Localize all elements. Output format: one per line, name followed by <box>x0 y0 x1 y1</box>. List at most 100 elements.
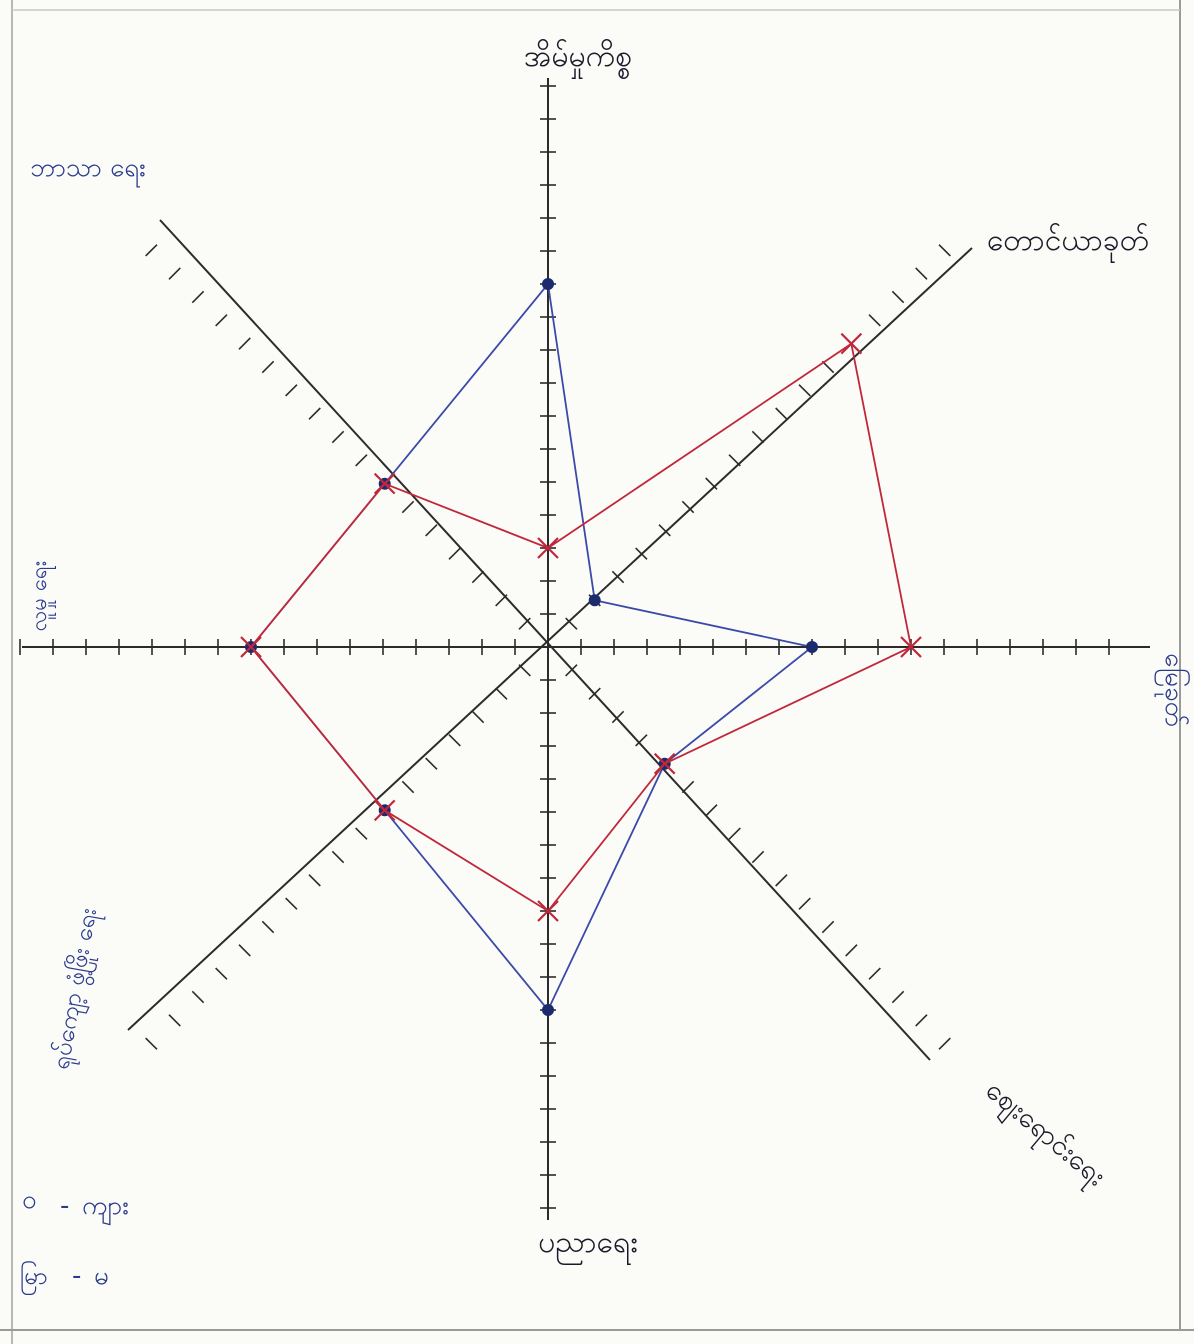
axis-tick <box>308 874 321 887</box>
axis-tick <box>891 290 905 304</box>
axis-label: လူမှု ရေး <box>27 561 56 631</box>
axis-tick <box>728 827 741 840</box>
axes-group <box>22 78 1150 1220</box>
series-point <box>537 900 559 922</box>
axis-tick <box>611 570 625 584</box>
axis-tick <box>775 874 788 887</box>
axis-tick <box>495 687 508 700</box>
axis-tick <box>938 1037 951 1050</box>
axis-tick <box>425 757 438 770</box>
axis-line-2 <box>127 247 973 1031</box>
axis-tick <box>798 897 811 910</box>
axis-label: ပညာရေး <box>538 1225 638 1266</box>
axis-tick <box>331 850 345 864</box>
series-point-stroke <box>653 752 676 775</box>
series-point <box>542 1004 554 1016</box>
axis-tick <box>215 967 228 980</box>
axis-tick <box>751 430 765 444</box>
ticks-group <box>19 85 1110 1209</box>
axis-label: မြေခုတ် <box>1154 653 1192 727</box>
legend-female-dash: - <box>72 1261 81 1291</box>
axis-tick <box>868 314 881 327</box>
axis-tick <box>635 734 648 747</box>
axis-tick <box>868 967 881 980</box>
axis-label: အိမ်မှုကိစ္စ <box>524 39 632 80</box>
axis-tick <box>565 617 578 630</box>
axis-label: တောင်ယာခုတ် <box>987 223 1149 264</box>
axis-tick <box>448 547 461 560</box>
axis-tick <box>635 547 648 560</box>
axis-tick <box>518 664 531 677</box>
axis-tick <box>261 920 275 934</box>
axis-tick <box>238 944 251 957</box>
axis-tick <box>401 500 415 514</box>
axis-line-4 <box>159 219 931 1061</box>
axis-tick <box>938 244 951 257</box>
axis-tick <box>355 454 368 467</box>
axis-tick <box>611 710 625 724</box>
axis-tick <box>798 384 811 397</box>
series-point <box>537 537 559 559</box>
axis-tick <box>821 920 835 934</box>
axis-tick <box>471 710 485 724</box>
axis-tick <box>448 734 461 747</box>
axis-tick <box>681 500 695 514</box>
axis-tick <box>891 990 905 1004</box>
series-point <box>840 332 863 355</box>
axis-tick <box>728 454 741 467</box>
series-point <box>806 641 818 653</box>
axis-tick <box>168 267 181 280</box>
series-point <box>373 472 396 495</box>
axis-tick <box>658 524 671 537</box>
legend: ဝ - ကျား မြာ - မ <box>20 1185 129 1295</box>
axis-tick <box>401 780 415 794</box>
axis-tick <box>821 360 835 374</box>
axis-tick <box>145 244 158 257</box>
series-group <box>240 278 922 1016</box>
legend-male-dash: - <box>60 1191 69 1221</box>
axis-tick <box>331 430 345 444</box>
series-point <box>588 594 601 607</box>
axis-label: ဘာသာ ရေး <box>30 153 145 188</box>
axis-tick <box>238 337 251 350</box>
axis-tick <box>285 897 298 910</box>
axis-tick <box>168 1014 181 1027</box>
axis-tick <box>285 384 298 397</box>
axis-tick <box>308 407 321 420</box>
axis-tick <box>261 360 275 374</box>
series-point-stroke <box>373 799 396 822</box>
axis-tick <box>355 827 368 840</box>
axis-tick <box>775 407 788 420</box>
series-point <box>373 799 396 822</box>
series-point <box>240 636 262 658</box>
series-point <box>653 752 676 775</box>
axis-tick <box>191 290 205 304</box>
axis-tick <box>915 267 928 280</box>
axis-tick <box>215 314 228 327</box>
axis-tick <box>191 990 205 1004</box>
axis-tick <box>751 850 765 864</box>
axis-tick <box>145 1037 158 1050</box>
axis-tick <box>495 594 508 607</box>
series-point-stroke <box>900 636 922 658</box>
legend-male-prefix: ဝ <box>22 1185 37 1215</box>
series-point <box>900 636 922 658</box>
series-point <box>542 278 554 290</box>
series-point-stroke <box>537 900 559 922</box>
axis-tick <box>471 570 485 584</box>
legend-female-prefix: မြာ <box>20 1260 48 1295</box>
series-point-stroke <box>537 537 559 559</box>
axis-tick <box>588 687 601 700</box>
axis-tick <box>518 617 531 630</box>
legend-male-label: ကျား <box>82 1191 129 1226</box>
axis-tick <box>681 780 695 794</box>
axis-tick <box>565 664 578 677</box>
axis-tick <box>705 477 718 490</box>
axis-tick <box>705 804 718 817</box>
axis-tick <box>425 524 438 537</box>
axis-tick <box>915 1014 928 1027</box>
series-point-stroke <box>240 636 262 658</box>
legend-female-label: မ <box>94 1261 109 1291</box>
